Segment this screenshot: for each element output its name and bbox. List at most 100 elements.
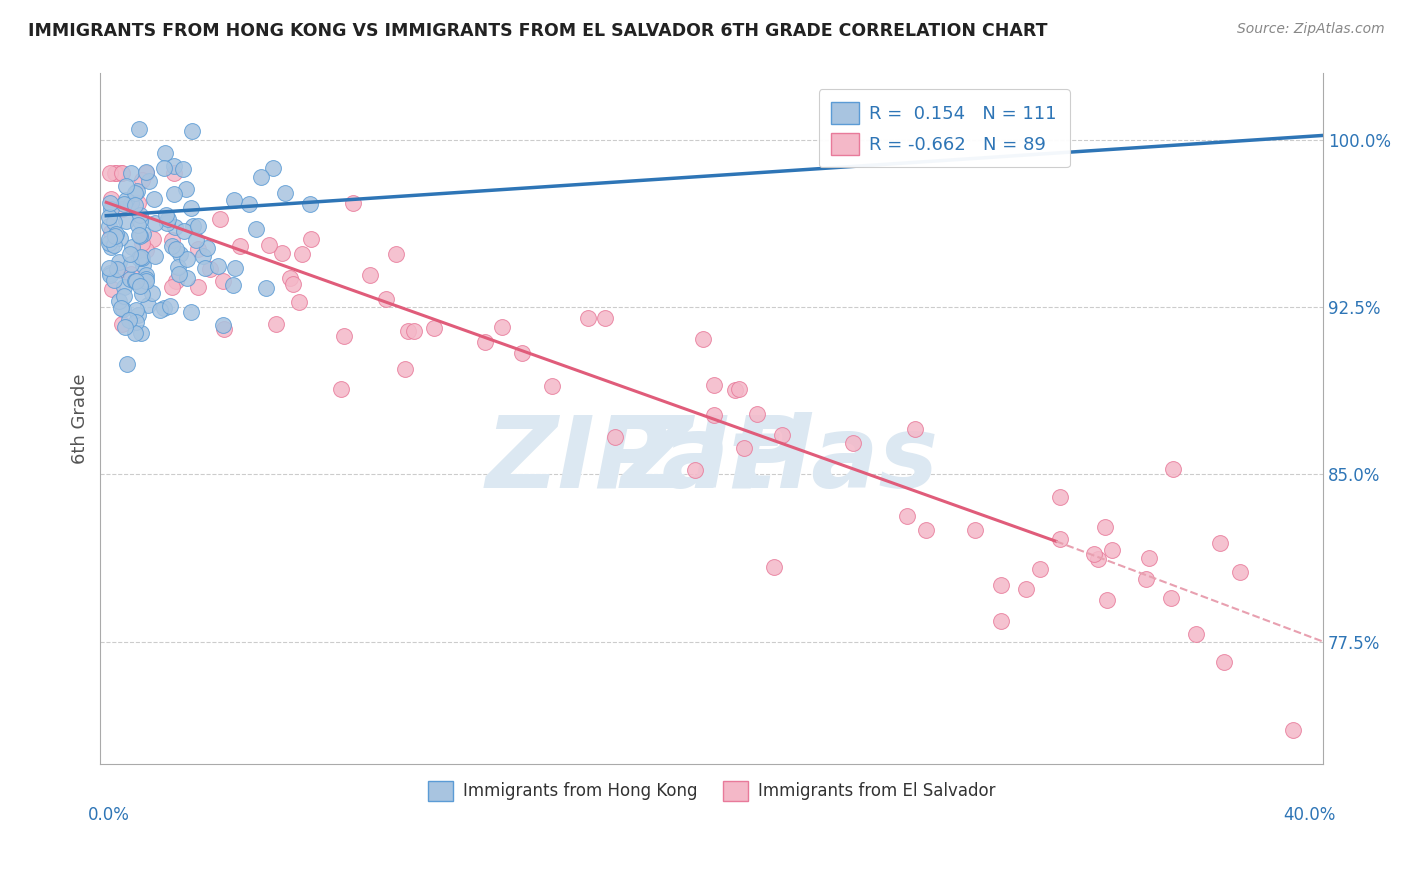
Point [904,422,927,436]
Point [162,239,184,253]
Point [842,436,865,450]
Point [118,246,141,260]
Point [136,298,159,312]
Point [256,281,278,295]
Point [127,196,149,211]
Point [129,326,152,340]
Point [135,165,157,179]
Text: Source: ZipAtlas.com: Source: ZipAtlas.com [1237,22,1385,37]
Point [733,441,755,455]
Point [423,321,446,335]
Point [385,246,408,260]
Point [271,245,294,260]
Point [108,262,131,277]
Point [156,216,179,230]
Point [229,239,252,253]
Point [165,242,187,256]
Point [685,463,707,477]
Point [173,224,195,238]
Point [160,234,183,248]
Point [98,219,121,234]
Point [108,255,131,269]
Point [299,232,322,246]
Point [1087,552,1109,566]
Text: 40.0%: 40.0% [1284,805,1336,823]
Point [128,208,150,222]
Point [342,196,364,211]
Point [692,332,714,346]
Point [129,229,152,244]
Point [112,196,135,211]
Point [135,243,157,257]
Point [402,325,425,339]
Point [131,287,153,301]
Point [224,261,246,276]
Point [110,231,132,245]
Point [187,242,209,256]
Point [990,577,1012,591]
Point [127,185,149,199]
Point [131,252,153,266]
Point [333,328,356,343]
Point [103,237,125,252]
Point [98,196,121,211]
Point [111,166,134,180]
Point [1049,490,1071,504]
Point [222,278,245,293]
Point [131,173,153,187]
Point [115,357,138,371]
Point [111,202,134,217]
Point [103,215,125,229]
Point [396,324,419,338]
Point [1185,627,1208,641]
Point [915,523,938,537]
Point [128,278,150,293]
Point [194,261,217,276]
Point [135,166,157,180]
Point [163,159,186,173]
Point [121,240,143,254]
Point [138,174,160,188]
Point [129,250,152,264]
Point [100,225,122,239]
Point [1015,582,1038,597]
Point [115,193,138,207]
Point [990,614,1012,628]
Point [128,251,150,265]
Point [156,211,179,226]
Point [135,274,157,288]
Point [212,274,235,288]
Point [105,261,128,276]
Point [167,268,190,282]
Point [770,428,793,442]
Point [111,317,134,331]
Point [155,145,177,160]
Point [162,280,184,294]
Point [120,257,142,271]
Point [1229,566,1251,580]
Point [593,311,616,326]
Point [155,208,177,222]
Point [1083,547,1105,561]
Point [187,219,209,233]
Point [120,196,142,211]
Point [124,303,146,318]
Point [212,322,235,336]
Point [541,379,564,393]
Point [100,202,122,217]
Point [245,222,267,236]
Point [1160,591,1182,605]
Point [152,161,174,175]
Point [299,196,322,211]
Point [1281,723,1303,738]
Point [1101,543,1123,558]
Point [98,268,121,282]
Point [143,192,166,206]
Point [124,326,146,340]
Text: IMMIGRANTS FROM HONG KONG VS IMMIGRANTS FROM EL SALVADOR 6TH GRADE CORRELATION C: IMMIGRANTS FROM HONG KONG VS IMMIGRANTS … [28,22,1047,40]
Text: ZIP: ZIP [620,411,803,508]
Point [1209,536,1232,550]
Point [703,408,725,422]
Point [100,192,122,206]
Point [172,161,194,176]
